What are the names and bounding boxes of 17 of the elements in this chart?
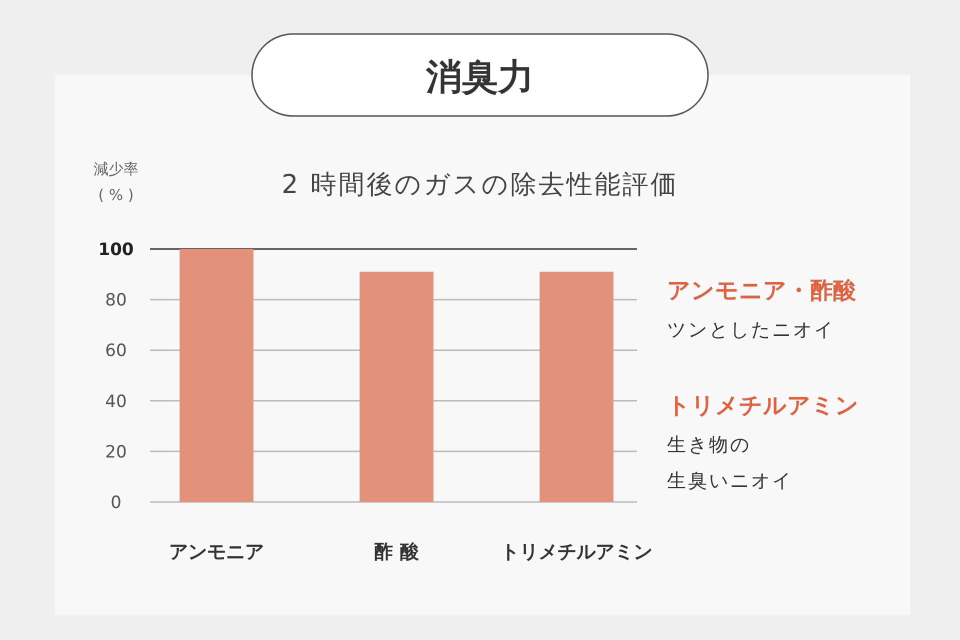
y-tick-label: 20 [105, 442, 127, 462]
x-tick-label: トリメチルアミン [500, 541, 652, 563]
y-tick-label: 40 [105, 392, 127, 412]
y-tick-label: 80 [105, 290, 127, 311]
y-tick-label: 0 [110, 493, 122, 513]
x-tick-label: アンモニア [169, 541, 264, 563]
text: トリメチルアミン [667, 393, 859, 419]
y-tick-label: 100 [98, 240, 134, 260]
text: 生臭いニオイ [667, 470, 793, 492]
x-tick-label: 酢 酸 [374, 541, 420, 563]
y-axis-title: 減少率 ( % ) [94, 160, 138, 204]
text: 生き物の [667, 434, 751, 456]
text: アンモニア・酢酸 [667, 278, 857, 304]
chart-title: 消臭力 [425, 57, 534, 98]
y-tick-label: 60 [105, 341, 127, 362]
text: ツンとしたニオイ [667, 319, 835, 341]
chart-subtitle: 2 時間後のガスの除去性能評価 [282, 170, 678, 200]
